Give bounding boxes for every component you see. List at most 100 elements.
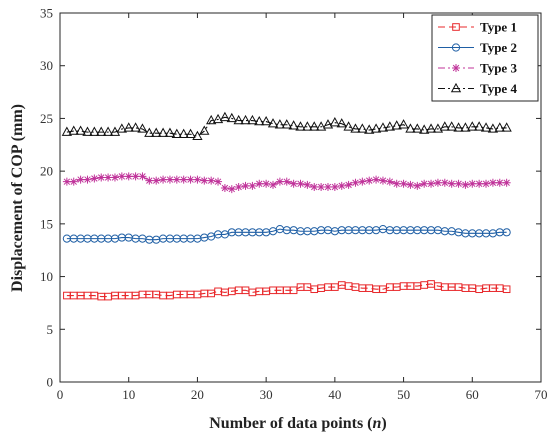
series-type-2 (62, 225, 511, 244)
data-point-type-3 (351, 178, 360, 187)
data-point-type-4 (460, 122, 471, 132)
x-tick-label: 70 (535, 387, 548, 402)
y-tick-label: 20 (40, 164, 53, 179)
data-point-type-4 (144, 127, 155, 137)
x-tick-label: 50 (397, 387, 410, 402)
data-point-type-4 (192, 130, 203, 141)
y-tick-label: 15 (40, 216, 53, 231)
legend: Type 1 Type 2 Type 3 Type 4 (431, 14, 539, 102)
data-point-type-3 (310, 182, 319, 191)
data-point-type-4 (467, 121, 478, 131)
legend-marker-type-2 (451, 43, 461, 52)
x-tick-label: 20 (191, 387, 204, 402)
data-point-type-4 (480, 122, 492, 132)
series-line-type-2 (66, 228, 507, 241)
data-point-type-3 (200, 176, 209, 185)
legend-box (431, 14, 539, 102)
data-point-type-4 (350, 123, 361, 133)
data-point-type-4 (405, 123, 416, 133)
data-point-type-3 (468, 179, 477, 188)
data-point-type-4 (151, 127, 162, 137)
data-point-type-4 (254, 115, 265, 126)
x-tick-label: 40 (328, 387, 341, 402)
data-point-type-3 (62, 177, 71, 186)
data-point-type-4 (419, 124, 430, 134)
y-tick-label: 35 (40, 6, 53, 21)
data-point-type-3 (454, 179, 463, 188)
data-point-type-3 (358, 177, 367, 186)
data-point-type-3 (475, 179, 484, 188)
data-point-type-4 (398, 119, 409, 129)
data-point-type-3 (207, 176, 216, 185)
data-point-type-1 (502, 285, 511, 294)
data-point-type-3 (433, 178, 442, 187)
data-point-type-3 (248, 181, 257, 190)
data-point-type-4 (171, 128, 182, 138)
data-point-type-3 (372, 175, 381, 184)
x-axis: 0 10 20 30 40 50 60 70 (57, 13, 548, 402)
data-point-type-3 (214, 177, 223, 186)
data-point-type-4 (267, 118, 279, 128)
data-point-type-4 (343, 121, 354, 131)
data-point-type-3 (482, 179, 491, 188)
data-point-type-4 (82, 126, 93, 136)
data-point-type-3 (392, 179, 401, 188)
data-point-type-4 (370, 123, 382, 133)
data-point-type-4 (384, 121, 395, 131)
data-point-type-3 (165, 175, 174, 184)
data-point-type-3 (172, 175, 181, 184)
data-point-type-3 (110, 173, 119, 182)
data-point-type-4 (89, 126, 100, 136)
data-point-type-3 (427, 179, 436, 188)
data-point-type-3 (124, 172, 133, 181)
data-point-type-3 (269, 180, 278, 189)
series-line-type-1 (66, 283, 507, 298)
data-point-type-4 (116, 123, 127, 133)
data-point-type-3 (344, 180, 353, 189)
data-point-type-4 (185, 128, 196, 138)
y-axis: 0 5 10 15 20 25 30 35 (40, 6, 541, 390)
data-point-type-4 (439, 121, 450, 131)
data-point-type-3 (83, 175, 92, 184)
series-layer (61, 111, 512, 301)
y-tick-label: 25 (40, 111, 53, 126)
data-point-type-4 (425, 123, 437, 133)
data-point-type-3 (495, 178, 504, 187)
data-point-type-3 (420, 179, 429, 188)
data-point-type-3 (193, 175, 202, 184)
data-point-type-4 (446, 121, 457, 131)
data-point-type-3 (330, 182, 339, 191)
data-point-type-4 (357, 123, 368, 133)
data-point-type-3 (255, 179, 264, 188)
data-point-type-4 (474, 121, 485, 131)
data-point-type-4 (226, 112, 237, 123)
legend-label-type-2: Type 2 (480, 40, 517, 55)
data-point-type-3 (179, 175, 188, 184)
data-point-type-3 (488, 178, 497, 187)
x-axis-label: Number of data points (n) (209, 415, 387, 432)
data-point-type-3 (303, 180, 312, 189)
data-point-type-4 (453, 122, 464, 132)
data-point-type-3 (186, 175, 195, 184)
series-type-1 (63, 280, 511, 301)
data-point-type-4 (377, 122, 389, 132)
data-point-type-4 (432, 123, 444, 133)
x-axis-label-text: Number of data points ( (209, 415, 372, 432)
data-point-type-3 (323, 182, 332, 191)
data-point-type-3 (145, 176, 154, 185)
data-point-type-3 (413, 181, 422, 190)
data-point-type-3 (275, 177, 284, 186)
data-point-type-4 (302, 121, 313, 131)
x-tick-label: 30 (260, 387, 273, 402)
x-tick-label: 60 (466, 387, 479, 402)
data-point-type-3 (378, 176, 387, 185)
data-point-type-4 (260, 115, 272, 126)
data-point-type-3 (220, 184, 229, 193)
data-point-type-4 (137, 123, 148, 133)
data-point-type-4 (102, 126, 114, 136)
data-point-type-4 (281, 119, 292, 129)
x-tick-label: 10 (122, 387, 135, 402)
data-point-type-4 (75, 125, 86, 135)
y-tick-label: 30 (40, 58, 53, 73)
